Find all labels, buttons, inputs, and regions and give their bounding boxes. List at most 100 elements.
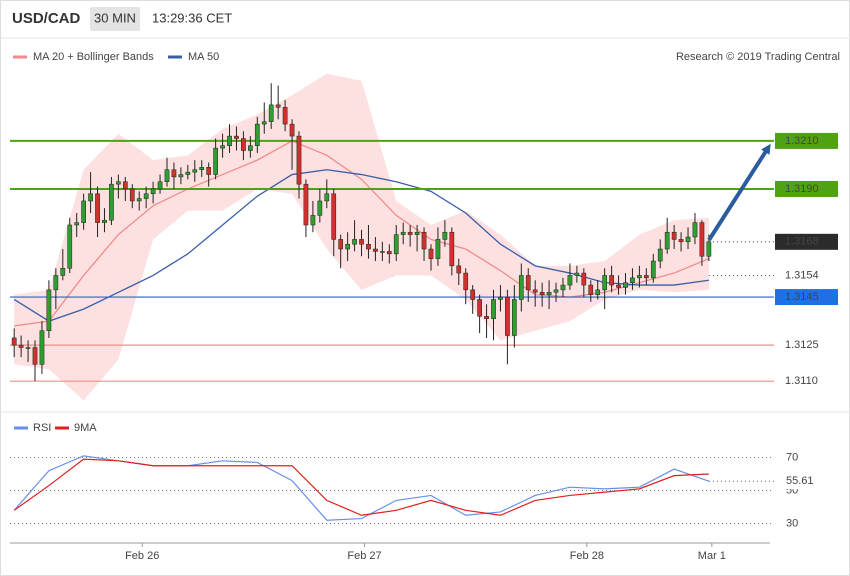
candle-body <box>95 193 100 223</box>
candle-body <box>206 167 212 175</box>
candle-body <box>338 239 344 250</box>
candle-body <box>414 231 420 235</box>
level-box <box>775 267 838 284</box>
candle-body <box>241 138 246 151</box>
candle-body <box>67 224 73 269</box>
level-box <box>775 132 838 149</box>
candle-body <box>150 188 156 195</box>
candle-body <box>102 219 107 223</box>
candle-body <box>303 183 309 226</box>
legend-label: MA 20 + Bollinger Bands <box>33 51 154 63</box>
candle-body <box>477 299 482 317</box>
candle-body <box>192 169 198 173</box>
candle-body <box>518 275 524 300</box>
candle-body <box>178 174 184 178</box>
legend-label: RSI <box>33 422 51 434</box>
candle-body <box>109 183 114 221</box>
candle-body <box>602 275 608 291</box>
candle-body <box>317 200 323 216</box>
candle-body <box>136 198 142 202</box>
credit: Research © 2019 Trading Central <box>676 51 840 63</box>
candle-body <box>581 272 587 286</box>
forecast-arrow <box>707 143 771 242</box>
candle-body <box>671 231 677 240</box>
candle-body <box>706 241 712 257</box>
interval: 30 MIN <box>94 10 136 25</box>
symbol: USD/CAD <box>12 10 81 27</box>
x-tick-label: Feb 27 <box>347 550 381 562</box>
x-tick-label: Feb 28 <box>570 550 604 562</box>
candle-body <box>380 251 385 253</box>
candle-body <box>185 171 191 175</box>
candle-body <box>331 193 337 240</box>
candle-body <box>359 239 364 245</box>
candle-body <box>227 135 232 146</box>
candle-body <box>234 135 239 139</box>
x-tick-label: Mar 1 <box>698 550 726 562</box>
candle-body <box>81 200 86 223</box>
candle-body <box>275 104 281 108</box>
candle-body <box>505 296 510 336</box>
candle-body <box>393 234 399 255</box>
candle-body <box>213 147 218 175</box>
candle-body <box>11 337 17 346</box>
series-line <box>13 458 709 516</box>
candle-body <box>46 289 52 331</box>
candle-body <box>637 275 642 279</box>
candle-body <box>32 347 38 365</box>
last-value-box <box>775 473 838 490</box>
y-tick-label: 30 <box>786 517 798 529</box>
candle-body <box>525 275 531 291</box>
candle-body <box>664 231 670 250</box>
candle-body <box>248 145 253 151</box>
candle-body <box>25 347 31 349</box>
candle-body <box>456 265 462 274</box>
level-label: 1.3110 <box>785 375 818 387</box>
candle-body <box>512 299 517 336</box>
candle-body <box>366 243 371 250</box>
candle-body <box>220 145 225 149</box>
candle-body <box>532 289 538 293</box>
level-label: 1.3210 <box>785 135 819 147</box>
candle-body <box>324 193 330 202</box>
candle-body <box>442 231 448 240</box>
candle-body <box>373 248 378 252</box>
candle-body <box>171 169 177 178</box>
candle-body <box>463 272 469 291</box>
candle-body <box>699 222 705 257</box>
candle-body <box>407 231 413 235</box>
candle-body <box>650 260 656 279</box>
candle-body <box>296 135 302 185</box>
candle-body <box>449 231 455 267</box>
candle-body <box>310 215 316 226</box>
candle-body <box>574 272 580 276</box>
candle-body <box>282 107 288 125</box>
candle-body <box>623 282 628 288</box>
level-box <box>775 373 838 390</box>
candle-body <box>553 289 559 293</box>
candle-body <box>345 243 350 250</box>
candle-body <box>143 193 149 199</box>
last-value-label: 55.61 <box>786 475 814 487</box>
candle-body <box>18 344 24 348</box>
level-box <box>775 337 838 354</box>
candle-body <box>254 123 260 146</box>
candle-body <box>199 167 205 170</box>
candle-body <box>498 296 503 300</box>
level-label: 1.3125 <box>785 339 819 351</box>
candle-body <box>491 299 496 319</box>
level-label: 1.3154 <box>785 269 819 281</box>
candle-body <box>470 289 476 300</box>
ma50-line <box>13 169 709 322</box>
candle-body <box>546 292 552 295</box>
candle-body <box>560 284 566 291</box>
candle-body <box>484 316 489 319</box>
candle-body <box>657 248 663 262</box>
candle-body <box>129 188 135 202</box>
candle-body <box>122 181 128 190</box>
level-box <box>775 180 838 197</box>
candle-body <box>400 231 406 235</box>
legend-label: MA 50 <box>188 51 219 63</box>
candle-body <box>567 275 573 286</box>
